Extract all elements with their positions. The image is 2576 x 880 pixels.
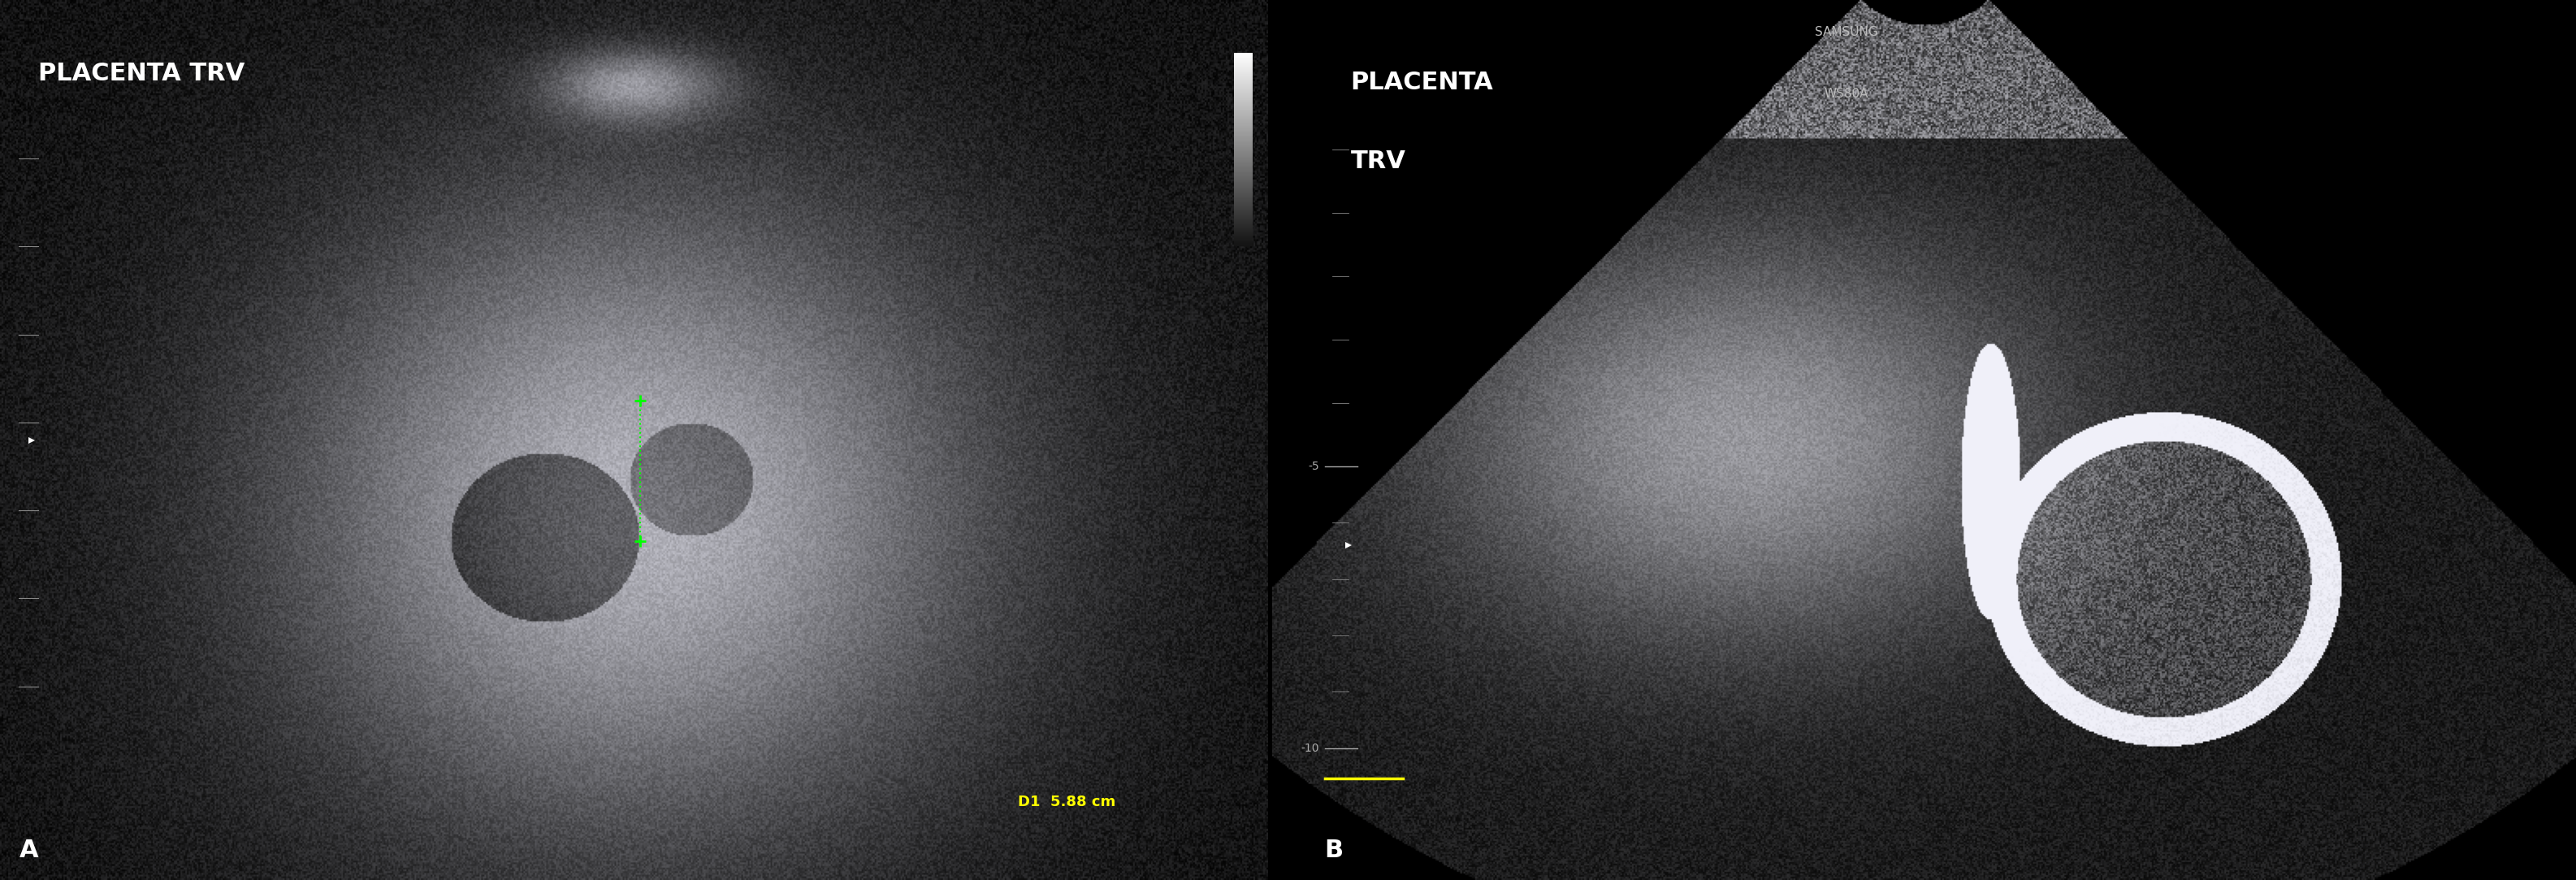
Text: SAMSUNG: SAMSUNG: [1814, 26, 1878, 39]
Text: -5: -5: [1309, 461, 1319, 472]
Text: D1  5.88 cm: D1 5.88 cm: [1018, 795, 1115, 810]
Text: PLACENTA: PLACENTA: [1350, 70, 1494, 94]
Text: TRV: TRV: [1350, 150, 1406, 173]
Text: B: B: [1324, 839, 1345, 862]
Text: WS80A: WS80A: [1824, 88, 1868, 100]
Text: -10: -10: [1301, 743, 1319, 753]
Text: PLACENTA TRV: PLACENTA TRV: [39, 62, 245, 85]
Text: A: A: [18, 839, 39, 862]
